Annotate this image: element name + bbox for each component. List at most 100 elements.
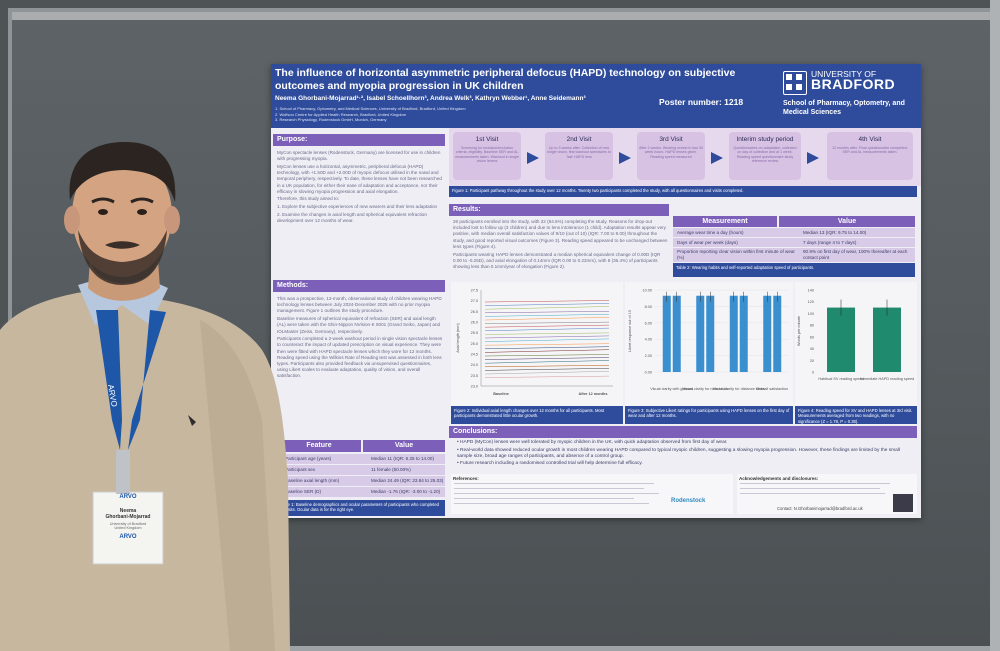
badge-org-line1: University of Bradford [109, 522, 147, 526]
board-bottom-rail [12, 646, 992, 651]
figure2-chart: 27.5 27.0 26.5 26.0 25.5 25.0 24.5 24.0 23.5 23.0… [451, 282, 623, 406]
results-paragraph: 26 participants enrolled into the study,… [453, 219, 668, 249]
conclusions-text: • HAPD (MyCon) lenses were well tolerate… [457, 440, 913, 469]
table1-header-value: Value [363, 440, 445, 452]
results-heading: Results: [449, 204, 669, 216]
conclusion-bullet: • Real-world data showed reduced ocular … [457, 447, 900, 459]
y-tick-label: 24.0 [471, 363, 478, 367]
series-line [484, 321, 610, 324]
badge-text: ARVO Neema Ghorbani-Mojarrad University … [96, 494, 160, 540]
poster-number: Poster number: 1218 [659, 97, 744, 107]
acknowledgements-box: Acknowledgements and disclosures: Contac… [737, 474, 917, 514]
beard [78, 230, 167, 285]
badge-name-line1: Neema [119, 508, 137, 514]
bar [763, 295, 772, 372]
poster-affiliations: 1. School of Pharmacy, Optometry, and Me… [275, 106, 655, 123]
series-line [484, 357, 610, 360]
table2-cell: Average wear time a day (hours) [677, 230, 744, 235]
results-paragraph: Participants wearing HAPD lenses demonst… [453, 251, 661, 269]
arrow-right-icon [807, 152, 819, 164]
author-photo-qr [893, 494, 913, 512]
series-line [484, 375, 610, 378]
y-tick-label: 80 [810, 324, 814, 328]
series-line [484, 354, 610, 357]
bar [706, 295, 715, 372]
table2-row: Average wear time a day (hours) Median 1… [673, 228, 915, 237]
references-heading: References: [453, 476, 479, 481]
y-axis-label: Axial length (mm) [456, 322, 460, 352]
y-tick-label: 25.5 [471, 331, 478, 335]
contact-email: Contact: N.Ghorbanimojarrad@bradford.ac.… [777, 506, 863, 511]
methods-text: This was a prospective, 12-month, observ… [277, 296, 443, 381]
bar [672, 295, 681, 372]
x-category-label: Visual clarity for near tasks [683, 387, 728, 391]
affiliation: 1. School of Pharmacy, Optometry, and Me… [275, 106, 466, 111]
figure4-svg: 140 120 100 80 60 40 20 0 Words per minute Habitu… [797, 289, 914, 382]
table1-cell: Median 11 (IQR: 6.25 to 14.00) [371, 456, 434, 461]
badge-name-line2: Ghorbani-Mojarrad [105, 514, 151, 520]
results-text: 26 participants enrolled into the study,… [453, 219, 669, 272]
table2-cell: 90.9% on first day of wear, 100% thereaf… [803, 249, 908, 260]
x-category-label: Immediate HAPD reading speed [860, 377, 914, 381]
y-tick-label: 120 [808, 300, 814, 304]
figure3-svg: 10.00 8.00 6.00 4.00 2.00 0.00 Likert response… [628, 289, 789, 391]
figure3-caption: Figure 3: Subjective Likert ratings for … [625, 406, 793, 424]
y-tick-label: 40 [810, 347, 814, 351]
table1-row: Baseline SER (D) Median -1.76 (IQR: -3.0… [277, 487, 445, 497]
presenter-person: ARVO [0, 142, 290, 651]
badge-brand: ARVO [119, 534, 137, 540]
y-tick-label: 25.0 [471, 342, 478, 346]
table2-cell: 7 days (range 4 to 7 days) [803, 240, 857, 245]
table1-cell: Participant age (years) [285, 456, 332, 461]
figure2-svg: 27.5 27.0 26.5 26.0 25.5 25.0 24.5 24.0 23.5 23.0… [456, 289, 613, 396]
table2-cell: Proportion reporting clear vision within… [677, 249, 795, 260]
series-line [484, 303, 610, 306]
purpose-paragraph: Therefore, this study aimed to: [277, 196, 340, 202]
eye-right [137, 209, 147, 215]
y-tick-label: 4.00 [645, 338, 652, 342]
methods-paragraph: Participants completed a 2-week washout … [277, 336, 443, 379]
purpose-heading: Purpose: [273, 134, 445, 146]
sweater-shadow [200, 320, 275, 651]
purpose-paragraph: MyCon lenses use a horizontal, asymmetri… [277, 163, 442, 194]
badge-clip [116, 450, 130, 494]
y-tick-label: 26.0 [471, 321, 478, 325]
y-tick-label: 0.00 [645, 371, 652, 375]
purpose-aim: 2. Examine the changes in axial length a… [277, 211, 427, 224]
references-box: References: Rodenstock [451, 474, 733, 514]
series-line [484, 327, 610, 332]
figure2-caption: Figure 2: Individual axial length change… [451, 406, 623, 424]
series-line [484, 314, 610, 317]
sponsor-logo: Rodenstock [671, 498, 706, 504]
y-tick-label: 27.0 [471, 299, 478, 303]
series-line [484, 338, 610, 342]
y-tick-label: 140 [808, 289, 814, 293]
hair [69, 142, 176, 202]
series-line [484, 324, 610, 328]
eyebrow-left [91, 197, 115, 204]
series-line [484, 360, 610, 364]
visit-desc: Screening for inclusion/exclusion criter… [455, 145, 519, 164]
visit-desc: 12 months after. Final questionnaire com… [832, 145, 908, 155]
table1-cell: 11 female (50.00%) [371, 467, 411, 472]
study-pathway-diagram: 1st Visit Screening for inclusion/exclus… [449, 128, 921, 186]
bar [696, 295, 705, 372]
figure1-caption: Figure 1: Participant pathway throughout… [449, 186, 917, 197]
sweater-pin-icon [188, 415, 196, 426]
poster-title: The influence of horizontal asymmetric p… [275, 67, 736, 92]
visit-title: 3rd Visit [659, 136, 683, 143]
board-right-frame [990, 0, 1000, 651]
y-tick-label: 100 [808, 312, 814, 316]
series-line [484, 311, 610, 314]
x-tick-label: Baseline [493, 392, 509, 396]
conclusion-bullet-text: Real-world data showed reduced ocular gr… [457, 447, 900, 459]
board-top-rail [12, 12, 992, 20]
table1-row: Baseline axial length (mm) Median 24.49 … [277, 476, 445, 486]
series-line [484, 371, 610, 375]
lanyard-text: ARVO [106, 384, 119, 408]
series-line [484, 332, 610, 335]
series-line [484, 343, 610, 346]
table1-cell: Median 24.49 (IQR: 23.84 to 25.03) [371, 478, 444, 483]
university-branding: UNIVERSITY OF BRADFORD School of Pharmac… [781, 66, 919, 126]
